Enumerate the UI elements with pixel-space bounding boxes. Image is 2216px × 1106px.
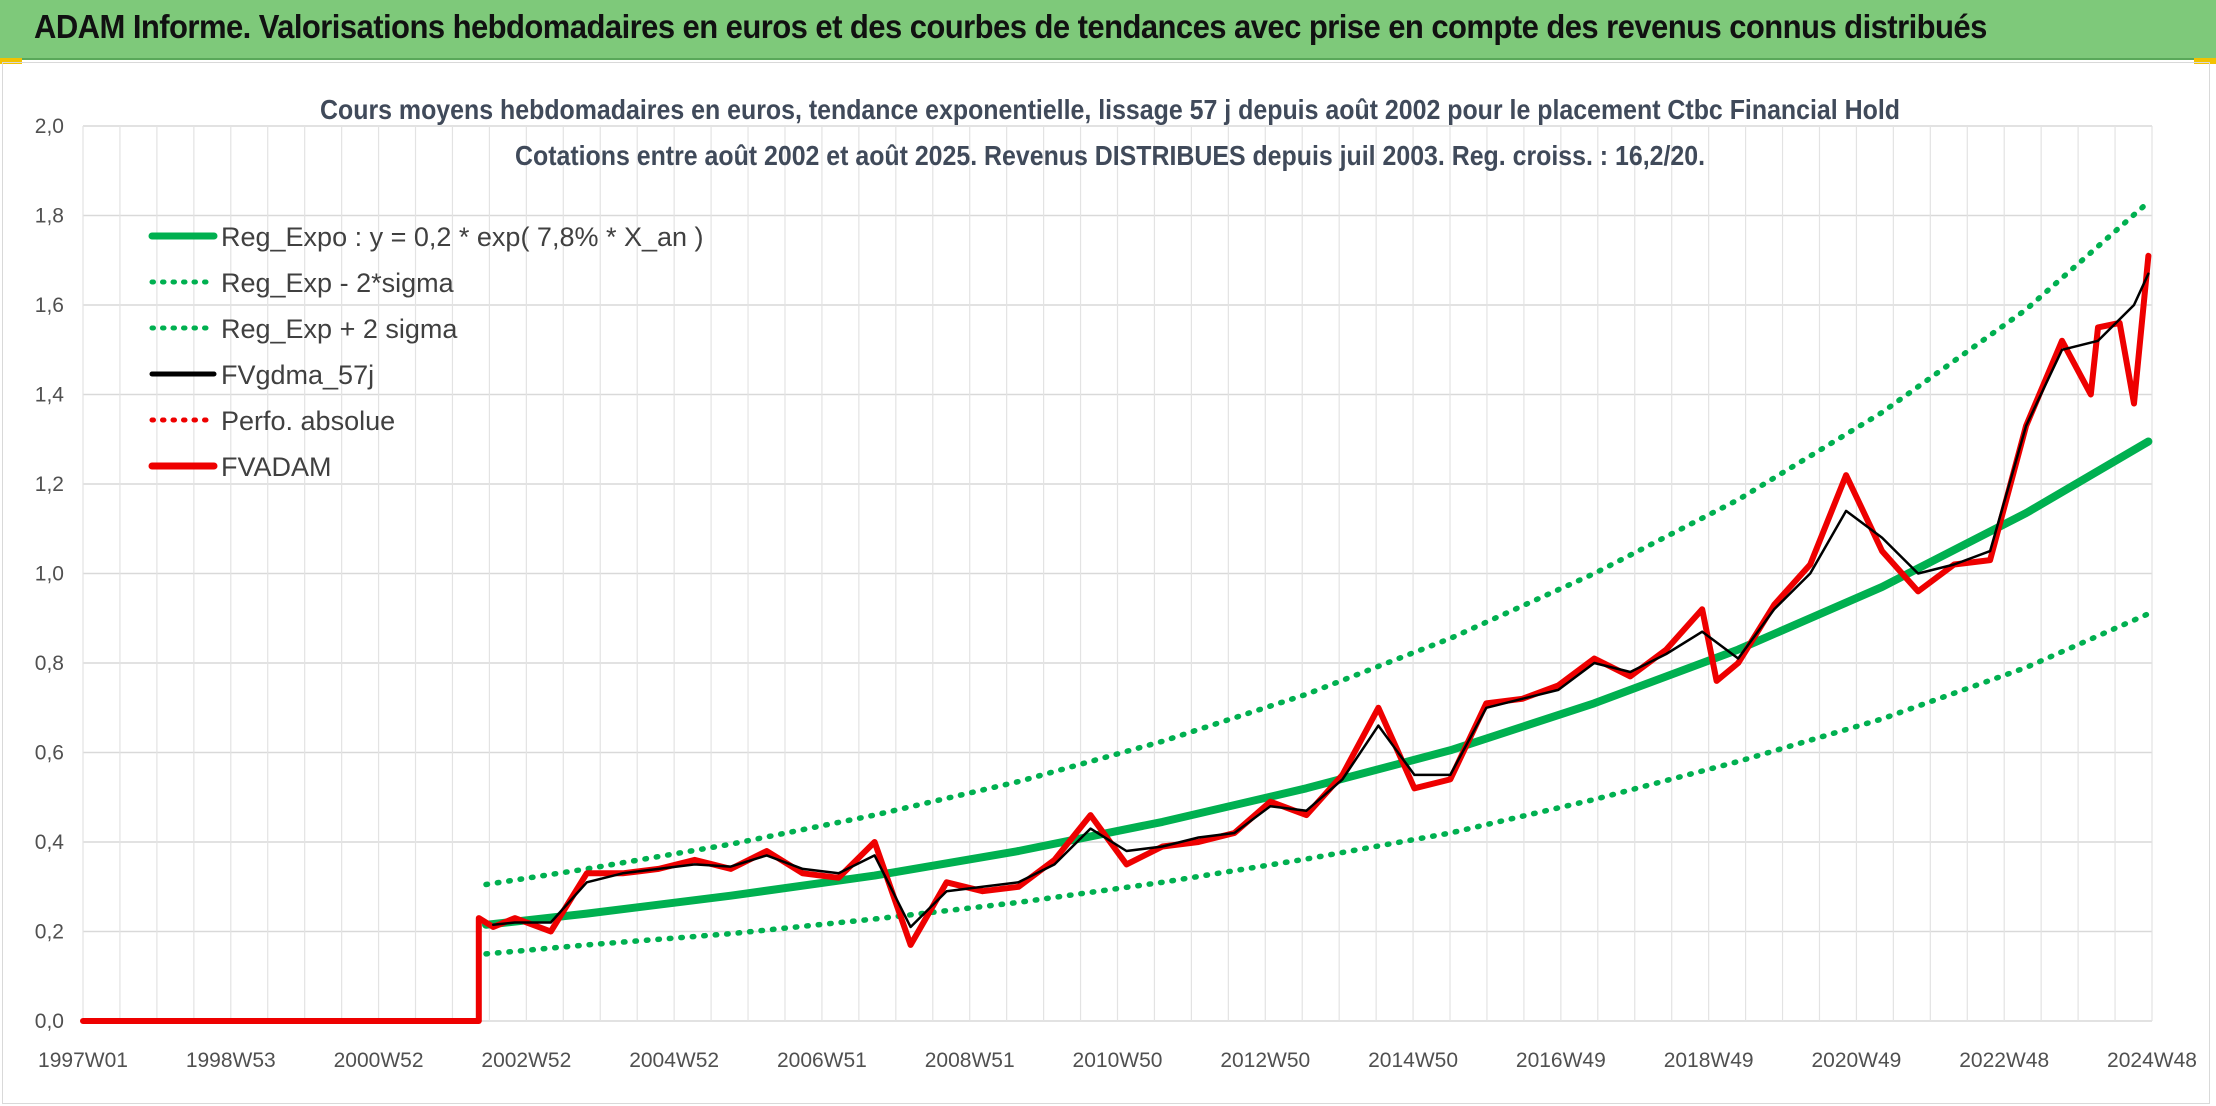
y-tick-label: 0,0 [35,1010,64,1033]
y-tick-label: 0,6 [35,742,64,765]
x-tick-label: 2016W49 [1516,1049,1606,1072]
x-tick-label: 2024W48 [2107,1049,2197,1072]
y-tick-label: 1,2 [35,473,64,496]
x-axis: 1997W01 1998W53 2000W52 2002W52 2004W52 2006W… [38,1049,2197,1072]
x-tick-label: 2004W52 [629,1049,719,1072]
chart-title: Cours moyens hebdomadaires en euros, ten… [320,94,1900,171]
x-tick-label: 2008W51 [925,1049,1015,1072]
y-tick-label: 0,8 [35,652,64,675]
chart-title-line: Cours moyens hebdomadaires en euros, ten… [320,94,1900,125]
x-tick-label: 1998W53 [186,1049,276,1072]
y-tick-label: 1,8 [35,205,64,228]
x-tick-label: 2006W51 [777,1049,867,1072]
x-tick-label: 2022W48 [1959,1049,2049,1072]
chart-legend: Reg_Expo : y = 0,2 * exp( 7,8% * X_an ) R… [148,222,704,482]
series-reg-expo [482,437,2153,929]
x-tick-label: 2020W49 [1811,1049,1901,1072]
legend-label: FVADAM [221,452,332,482]
series-reg-minus [483,611,2152,957]
legend-label: Reg_Expo : y = 0,2 * exp( 7,8% * X_an ) [221,222,704,252]
report-banner: ADAM Informe. Valorisations hebdomadaire… [0,0,2216,60]
y-tick-label: 1,6 [35,294,64,317]
chart-area [2,62,2210,1104]
chart-grid [82,125,2153,1022]
x-tick-label: 2010W50 [1073,1049,1163,1072]
series-fvgdma [491,272,2150,929]
x-tick-label: 2018W49 [1664,1049,1754,1072]
y-tick-label: 0,2 [35,921,64,944]
legend-label: Reg_Exp + 2 sigma [221,314,458,344]
chart-title-line: Cotations entre août 2002 et août 2025. … [515,140,1705,171]
y-tick-label: 2,0 [35,115,64,138]
y-tick-label: 0,4 [35,831,65,854]
y-axis: 0,0 0,2 0,4 0,6 0,8 1,0 1,2 1,4 1,6 1,8 2,0 [35,115,65,1033]
y-tick-label: 1,0 [35,563,64,586]
legend-label: Perfo. absolue [221,406,395,436]
x-tick-label: 1997W01 [38,1049,128,1072]
y-tick-label: 1,4 [35,384,65,407]
legend-label: Reg_Exp - 2*sigma [221,268,455,298]
series-reg-plus [483,199,2152,888]
banner-title: ADAM Informe. Valorisations hebdomadaire… [34,8,1987,45]
legend-label: FVgdma_57j [221,360,374,390]
x-tick-label: 2014W50 [1368,1049,1458,1072]
x-tick-label: 2002W52 [481,1049,571,1072]
chart-series [80,199,2153,1024]
corner-mark-left [0,58,22,64]
x-tick-label: 2000W52 [334,1049,424,1072]
corner-mark-right [2194,58,2216,64]
series-fvadam [80,252,2152,1024]
x-tick-label: 2012W50 [1220,1049,1310,1072]
